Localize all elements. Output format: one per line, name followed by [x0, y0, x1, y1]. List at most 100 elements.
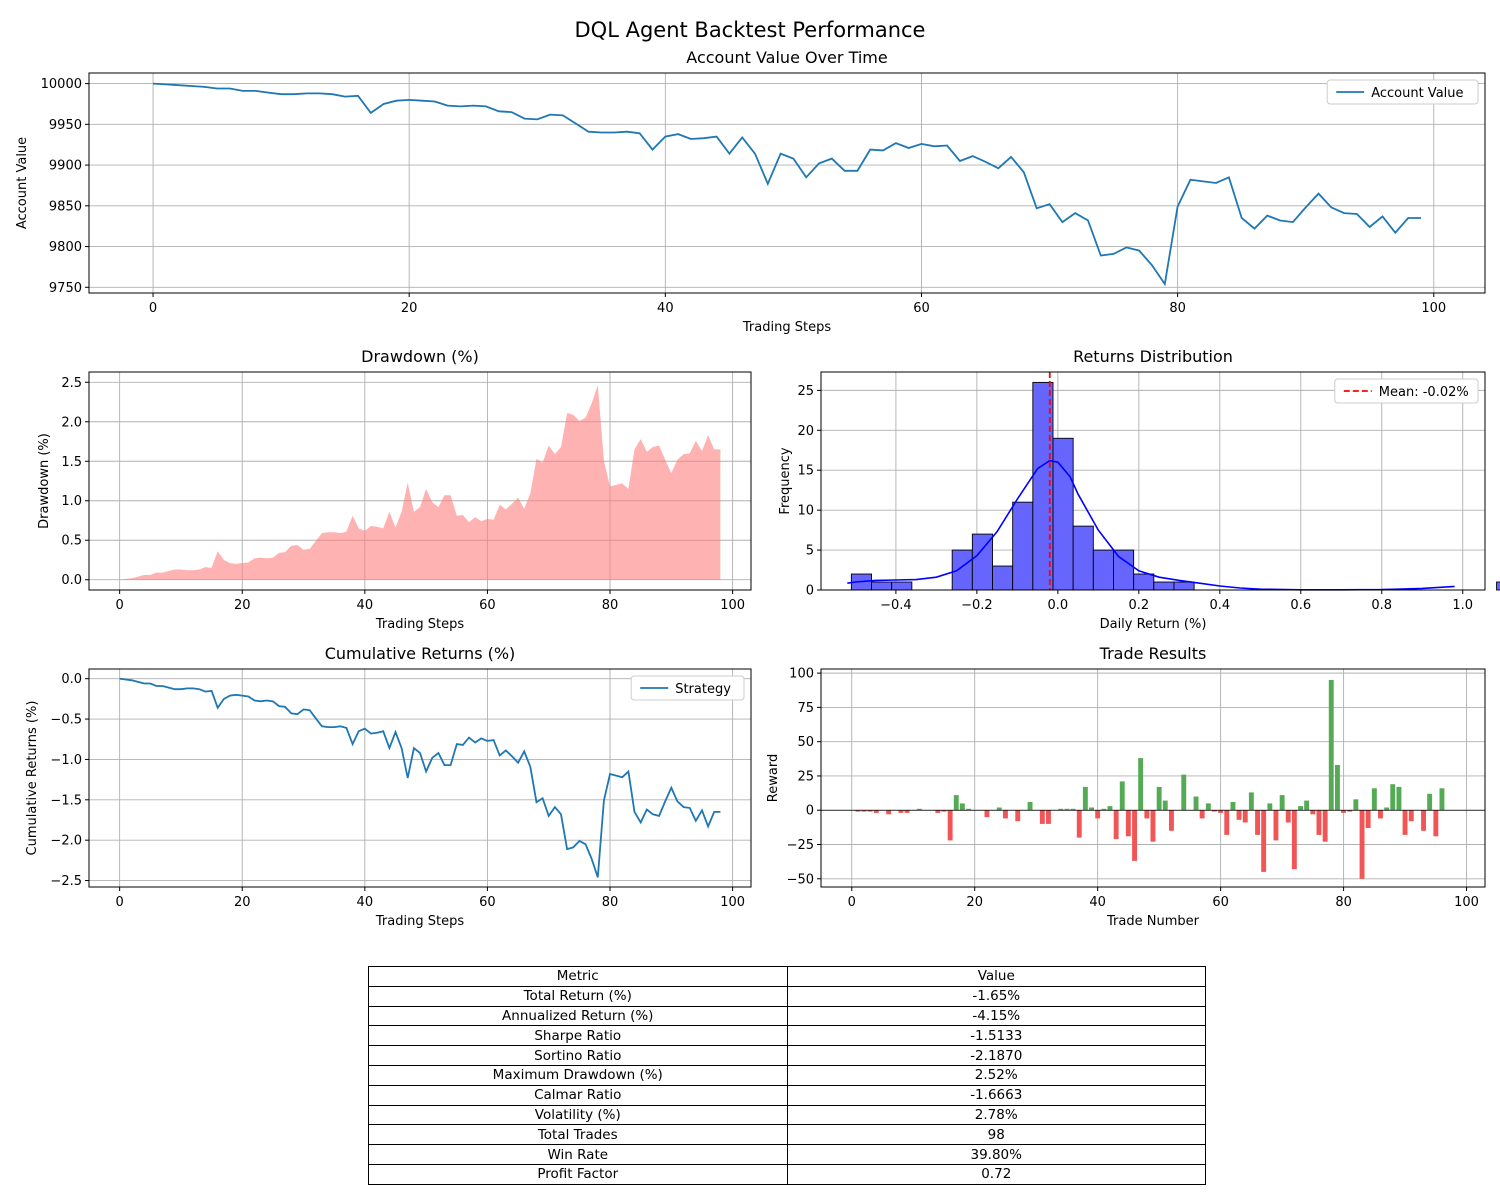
- trade-bar-loss: [1261, 810, 1267, 872]
- trade-bar-loss: [1132, 810, 1137, 861]
- trade-bar-win: [1298, 806, 1303, 811]
- trade-bar-loss: [1365, 810, 1371, 828]
- trade-bar-win: [1267, 803, 1273, 811]
- metric-name-cell: Sharpe Ratio: [368, 1025, 788, 1047]
- cumulative-legend: [630, 675, 745, 701]
- trade-bar-win: [959, 803, 965, 811]
- trade-bar-loss: [1212, 810, 1217, 812]
- metrics-row: Total Trades 98: [368, 1124, 1206, 1146]
- trade-bar-win: [1396, 786, 1402, 811]
- trade-bar-win: [1193, 796, 1199, 811]
- trade-bar-loss: [1322, 810, 1328, 842]
- trades-ytick-label: 75: [797, 701, 814, 716]
- histogram-bar: [1496, 581, 1500, 591]
- account-legend: [1326, 79, 1479, 105]
- metric-value-cell: -1.65%: [786, 985, 1206, 1007]
- cumulative-legend-box: [630, 675, 745, 701]
- trade-bar-win: [1070, 808, 1076, 811]
- metrics-row: Win Rate 39.80%: [368, 1144, 1206, 1165]
- trade-bar-win: [1027, 802, 1033, 811]
- trade-bar-loss: [867, 810, 873, 812]
- drawdown-title: Drawdown (%): [361, 347, 479, 366]
- drawdown-area: [119, 385, 721, 580]
- trades-ytick-label: 25: [797, 769, 814, 784]
- account-ytick-label: 9950: [49, 118, 82, 133]
- trade-bar-loss: [947, 810, 953, 841]
- cumulative-xtick-label: 80: [602, 895, 619, 910]
- trade-bar-loss: [1421, 810, 1426, 831]
- returns_dist-ytick-label: 20: [797, 424, 814, 439]
- metric-name-cell: Total Return (%): [368, 985, 788, 1007]
- drawdown-xtick-label: 100: [720, 598, 745, 613]
- trade-bar-win: [1082, 786, 1088, 811]
- trade-bar-loss: [1218, 810, 1224, 813]
- metric-name-cell: Total Trades: [368, 1124, 788, 1146]
- returns_dist-xtick-label: 0.4: [1209, 598, 1230, 613]
- trade-bar-win: [1138, 758, 1144, 811]
- trades-xlabel: Trade Number: [1106, 914, 1200, 929]
- account-value-line: [152, 82, 1421, 287]
- trade-bar-win: [1205, 803, 1211, 811]
- trade-bar-win: [1101, 808, 1107, 811]
- returns_dist-ytick-label: 0: [806, 584, 814, 599]
- metrics-row: Annualized Return (%) -4.15%: [368, 1005, 1206, 1027]
- trade-bar-loss: [1169, 810, 1174, 831]
- trade-bar-loss: [1285, 810, 1291, 823]
- returns_dist-legend-label: Mean: -0.02%: [1379, 385, 1469, 400]
- trade-bar-win: [1119, 781, 1125, 811]
- returns_dist-xtick-label: 0.0: [1048, 598, 1069, 613]
- trade-bar-loss: [904, 810, 910, 813]
- account-axes-frame: [88, 72, 1486, 294]
- trades-xtick-label: 0: [848, 895, 856, 910]
- trade-bar-win: [1353, 799, 1359, 811]
- trade-bar-loss: [1113, 810, 1119, 839]
- metric-value-cell: 39.80%: [786, 1144, 1206, 1165]
- metric-value-cell: 2.52%: [786, 1064, 1206, 1086]
- kde-curve: [847, 459, 1455, 591]
- histogram-bar: [1133, 573, 1155, 591]
- account-xtick-label: 0: [149, 301, 157, 316]
- trade-bar-win: [1248, 792, 1254, 811]
- trade-bar-loss: [1310, 810, 1316, 815]
- cumulative-ytick-label: −2.5: [50, 874, 82, 889]
- trades-ytick-label: −25: [787, 838, 814, 853]
- strategy-line: [119, 677, 721, 878]
- metrics-row: Sortino Ratio -2.1870: [368, 1045, 1206, 1066]
- trade-bar-loss: [1224, 810, 1230, 835]
- trades-xtick-label: 20: [966, 895, 983, 910]
- trades-ytick-label: 50: [797, 735, 814, 750]
- account-ylabel: Account Value: [15, 137, 30, 229]
- trade-bar-loss: [1341, 810, 1346, 813]
- histogram-bar: [1173, 581, 1195, 591]
- trade-bar-loss: [1402, 810, 1408, 835]
- account-ytick-label: 9850: [49, 199, 82, 214]
- trade-bar-loss: [1347, 810, 1353, 812]
- histogram-bar: [871, 581, 893, 591]
- trade-bar-loss: [861, 810, 867, 812]
- metric-name-cell: Maximum Drawdown (%): [368, 1064, 788, 1086]
- trade-bar-win: [996, 807, 1002, 811]
- trades-ytick-label: 100: [789, 667, 814, 682]
- metric-name-cell: Sortino Ratio: [368, 1045, 788, 1066]
- drawdown-ytick-label: 0.0: [61, 573, 82, 588]
- trade-bar-win: [953, 795, 959, 811]
- trade-bar-win: [1156, 786, 1162, 811]
- cumulative-ytick-label: 0.0: [61, 672, 82, 687]
- trade-bar-win: [1162, 800, 1168, 811]
- histogram-bar: [1072, 525, 1094, 591]
- drawdown-ytick-label: 0.5: [61, 534, 82, 549]
- drawdown-xtick-label: 0: [116, 598, 124, 613]
- drawdown-ylabel: Drawdown (%): [37, 433, 52, 529]
- histogram-bar: [1153, 581, 1175, 591]
- cumulative-ytick-label: −1.0: [50, 753, 82, 768]
- drawdown-axes-frame: [88, 371, 752, 591]
- trade-bar-loss: [1255, 810, 1260, 835]
- trade-bar-win: [1439, 788, 1445, 811]
- metric-value-cell: -1.6663: [786, 1084, 1206, 1106]
- trades-ylabel: Reward: [766, 754, 781, 802]
- metric-value-cell: 0.72: [786, 1163, 1206, 1185]
- metrics-row: Total Return (%) -1.65%: [368, 985, 1206, 1007]
- drawdown-xtick-label: 80: [602, 598, 619, 613]
- cumulative-xtick-label: 0: [116, 895, 124, 910]
- account-ytick-label: 9900: [49, 159, 82, 174]
